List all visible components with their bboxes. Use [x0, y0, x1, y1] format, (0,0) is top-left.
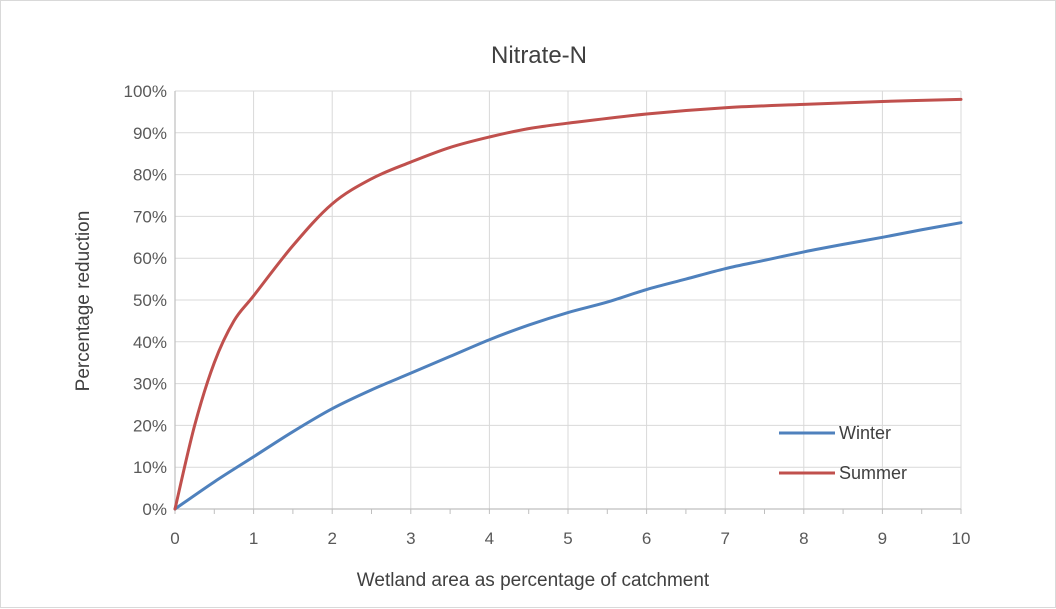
- grid-lines: [175, 90, 962, 509]
- y-tick-label: 80%: [133, 166, 167, 185]
- y-tick-label: 100%: [124, 82, 167, 101]
- x-axis-title: Wetland area as percentage of catchment: [357, 570, 710, 591]
- x-tick-label: 2: [327, 529, 336, 548]
- legend-label-winter: Winter: [839, 423, 891, 443]
- y-tick-label: 40%: [133, 333, 167, 352]
- x-tick-label: 7: [720, 529, 729, 548]
- series-line-summer: [173, 97, 963, 511]
- axes: [174, 91, 962, 514]
- y-tick-label: 20%: [133, 416, 167, 435]
- x-tick-label: 8: [799, 529, 808, 548]
- y-tick-label: 70%: [133, 207, 167, 226]
- y-tick-label: 10%: [133, 458, 167, 477]
- y-tick-label: 0%: [142, 500, 167, 519]
- y-tick-label: 50%: [133, 291, 167, 310]
- y-tick-label: 90%: [133, 124, 167, 143]
- y-axis-title: Percentage reduction: [73, 211, 94, 392]
- x-tick-label: 6: [642, 529, 651, 548]
- x-tick-label: 0: [170, 529, 179, 548]
- y-tick-labels: 0% 10% 20% 30% 40% 50% 60% 70% 80% 90% 100%: [124, 82, 167, 519]
- x-tick-label: 9: [878, 529, 887, 548]
- series-line-winter: [173, 221, 963, 511]
- chart-title: Nitrate-N: [491, 42, 587, 69]
- x-tick-labels: 0 1 2 3 4 5 6 7 8 9 10: [170, 529, 970, 548]
- x-tick-label: 1: [249, 529, 258, 548]
- y-tick-label: 30%: [133, 375, 167, 394]
- x-tick-label: 4: [485, 529, 494, 548]
- y-tick-label: 60%: [133, 249, 167, 268]
- x-tick-label: 5: [563, 529, 572, 548]
- x-tick-label: 3: [406, 529, 415, 548]
- legend: Winter Summer: [779, 423, 907, 483]
- legend-label-summer: Summer: [839, 463, 907, 483]
- x-tick-label: 10: [952, 529, 971, 548]
- series-lines: [173, 97, 963, 511]
